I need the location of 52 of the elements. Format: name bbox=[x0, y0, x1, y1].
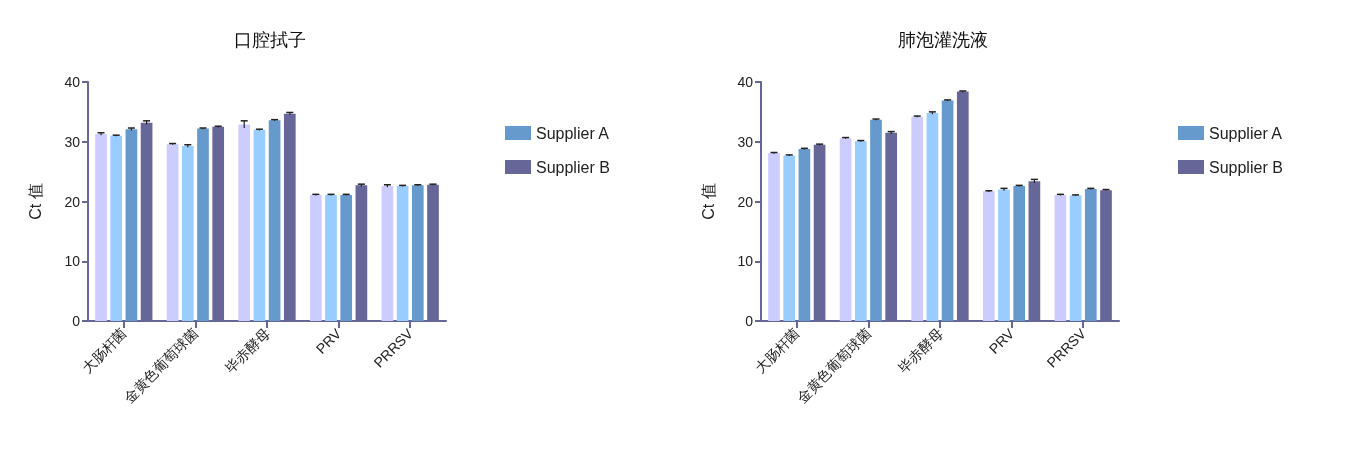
bar bbox=[253, 129, 266, 321]
chart-title: 口腔拭子 bbox=[234, 30, 306, 50]
x-tick-label: 大肠杆菌 bbox=[751, 325, 803, 377]
y-tick-label: 40 bbox=[737, 74, 754, 90]
bar bbox=[1054, 194, 1067, 321]
y-tick-label: 0 bbox=[72, 313, 81, 329]
bar bbox=[181, 145, 194, 321]
bar bbox=[411, 185, 424, 321]
bar bbox=[1084, 188, 1097, 321]
bar bbox=[309, 194, 322, 321]
y-tick-label: 20 bbox=[737, 193, 754, 210]
bar bbox=[1069, 195, 1082, 321]
bar bbox=[238, 124, 251, 321]
bar bbox=[110, 135, 123, 321]
legend-label: Supplier A bbox=[1209, 124, 1283, 142]
y-tick-label: 20 bbox=[64, 193, 81, 210]
bar bbox=[197, 128, 209, 321]
bar bbox=[381, 185, 394, 321]
bar bbox=[325, 194, 337, 321]
bar bbox=[783, 155, 796, 321]
y-tick-label: 30 bbox=[737, 133, 754, 150]
x-tick-label: 毕赤酵母 bbox=[894, 325, 946, 377]
y-tick-label: 0 bbox=[745, 313, 754, 329]
y-tick-label: 30 bbox=[64, 133, 81, 150]
bar bbox=[926, 113, 939, 321]
bar bbox=[870, 119, 882, 321]
x-tick-label: 毕赤酵母 bbox=[221, 325, 273, 377]
bar bbox=[268, 120, 281, 321]
y-axis-title: Ct 值 bbox=[699, 183, 717, 220]
bar bbox=[911, 116, 924, 321]
bar bbox=[125, 129, 138, 321]
legend-label: Supplier B bbox=[1209, 158, 1283, 176]
bar bbox=[854, 141, 867, 321]
y-axis-title: Ct 值 bbox=[26, 183, 44, 220]
bar bbox=[95, 133, 107, 321]
legend-label: Supplier A bbox=[536, 124, 610, 142]
bar bbox=[166, 144, 179, 321]
legend-label: Supplier B bbox=[536, 158, 610, 176]
bar bbox=[340, 194, 353, 321]
bar bbox=[1013, 185, 1026, 321]
y-tick-label: 40 bbox=[64, 74, 81, 90]
y-tick-label: 10 bbox=[64, 253, 81, 270]
bar bbox=[768, 153, 780, 321]
chart-title: 肺泡灌洗液 bbox=[898, 30, 988, 50]
bar bbox=[396, 185, 409, 321]
x-tick-label: 大肠杆菌 bbox=[78, 325, 130, 377]
y-tick-label: 10 bbox=[737, 253, 754, 270]
bar bbox=[839, 138, 852, 321]
bar bbox=[798, 148, 811, 321]
bar bbox=[982, 191, 995, 321]
bar bbox=[941, 100, 954, 321]
bar bbox=[998, 189, 1010, 321]
